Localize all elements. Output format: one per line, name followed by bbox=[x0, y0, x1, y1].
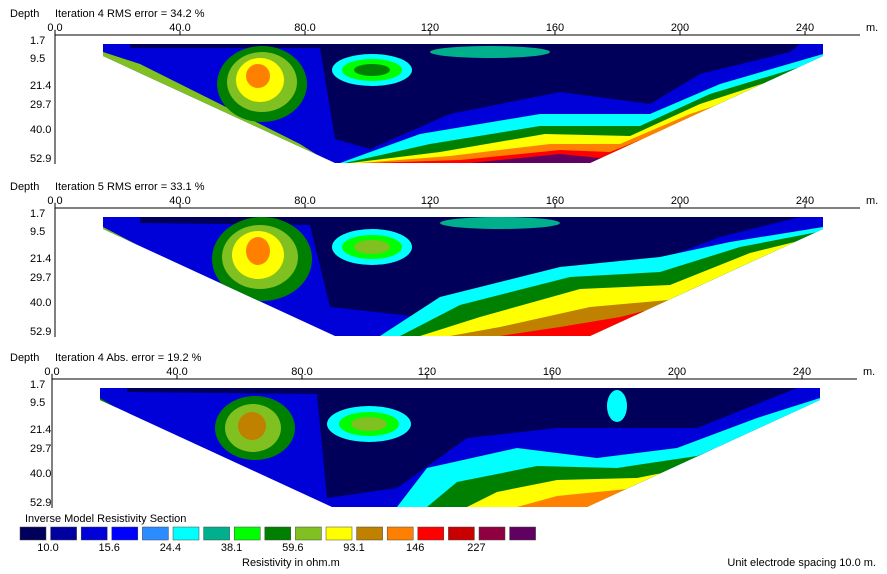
x-tick-label: 0.0 bbox=[47, 22, 62, 34]
legend-label: 227 bbox=[467, 542, 485, 554]
x-unit: m. bbox=[866, 22, 878, 34]
legend-swatch bbox=[478, 526, 506, 541]
contour-region bbox=[430, 46, 550, 58]
x-tick-label: 40.0 bbox=[169, 22, 190, 34]
x-tick-label: 240 bbox=[793, 366, 811, 378]
legend-label: 15.6 bbox=[98, 542, 119, 554]
legend-swatch bbox=[203, 526, 230, 541]
depth-tick-label: 21.4 bbox=[30, 424, 51, 436]
legend-swatch bbox=[172, 526, 200, 541]
x-unit: m. bbox=[866, 195, 878, 207]
legend-swatch bbox=[233, 526, 261, 541]
x-tick-label: 200 bbox=[671, 195, 689, 207]
x-tick-label: 80.0 bbox=[294, 22, 315, 34]
contour-region bbox=[140, 217, 800, 317]
panel-title: Iteration 4 Abs. error = 19.2 % bbox=[55, 352, 202, 364]
x-tick-label: 160 bbox=[546, 22, 564, 34]
legend-label: 24.4 bbox=[160, 542, 181, 554]
contour-region bbox=[354, 240, 390, 254]
legend-swatch bbox=[448, 526, 475, 541]
legend-swatch bbox=[111, 526, 139, 541]
depth-tick-label: 52.9 bbox=[30, 153, 51, 165]
depth-tick-label: 40.0 bbox=[30, 468, 51, 480]
contour-region bbox=[607, 390, 627, 422]
legend-axis-label: Resistivity in ohm.m bbox=[242, 557, 340, 569]
contour-region bbox=[440, 217, 560, 229]
legend-swatch bbox=[295, 526, 322, 541]
depth-tick-label: 52.9 bbox=[30, 326, 51, 338]
depth-tick-label: 21.4 bbox=[30, 80, 51, 92]
legend-label: 59.6 bbox=[282, 542, 303, 554]
x-tick-label: 200 bbox=[671, 22, 689, 34]
depth-label: Depth bbox=[10, 352, 39, 364]
contour-region bbox=[238, 412, 266, 440]
x-tick-label: 160 bbox=[543, 366, 561, 378]
depth-tick-label: 9.5 bbox=[30, 53, 45, 65]
x-tick-label: 160 bbox=[546, 195, 564, 207]
legend-label: 146 bbox=[406, 542, 424, 554]
legend-label: 38.1 bbox=[221, 542, 242, 554]
legend-swatch bbox=[509, 526, 536, 541]
x-tick-label: 40.0 bbox=[169, 195, 190, 207]
x-tick-label: 80.0 bbox=[291, 366, 312, 378]
x-tick-label: 120 bbox=[418, 366, 436, 378]
x-tick-label: 120 bbox=[421, 195, 439, 207]
depth-tick-label: 9.5 bbox=[30, 397, 45, 409]
depth-tick-label: 40.0 bbox=[30, 297, 51, 309]
resistivity-section bbox=[103, 44, 823, 163]
x-tick-label: 40.0 bbox=[166, 366, 187, 378]
legend-label: 93.1 bbox=[343, 542, 364, 554]
legend-label: 10.0 bbox=[37, 542, 58, 554]
depth-tick-label: 29.7 bbox=[30, 272, 51, 284]
depth-tick-label: 1.7 bbox=[30, 379, 45, 391]
legend-swatch bbox=[50, 526, 77, 541]
contour-region bbox=[351, 417, 387, 431]
legend-swatch bbox=[142, 526, 169, 541]
panel-title: Iteration 5 RMS error = 33.1 % bbox=[55, 181, 205, 193]
depth-tick-label: 29.7 bbox=[30, 99, 51, 111]
legend-title: Inverse Model Resistivity Section bbox=[25, 513, 186, 525]
legend-swatch bbox=[356, 526, 383, 541]
x-tick-label: 0.0 bbox=[47, 195, 62, 207]
resistivity-section bbox=[103, 217, 823, 336]
contour-region bbox=[246, 64, 270, 88]
x-tick-label: 240 bbox=[796, 22, 814, 34]
depth-label: Depth bbox=[10, 181, 39, 193]
legend-swatch bbox=[325, 526, 353, 541]
depth-tick-label: 9.5 bbox=[30, 226, 45, 238]
depth-tick-label: 40.0 bbox=[30, 124, 51, 136]
depth-tick-label: 29.7 bbox=[30, 443, 51, 455]
depth-tick-label: 21.4 bbox=[30, 253, 51, 265]
x-tick-label: 240 bbox=[796, 195, 814, 207]
contour-region bbox=[246, 237, 270, 265]
contour-region bbox=[127, 388, 797, 498]
x-tick-label: 120 bbox=[421, 22, 439, 34]
legend-swatch bbox=[386, 526, 414, 541]
depth-label: Depth bbox=[10, 8, 39, 20]
contour-region bbox=[130, 44, 800, 149]
x-tick-label: 0.0 bbox=[44, 366, 59, 378]
depth-tick-label: 1.7 bbox=[30, 208, 45, 220]
x-unit: m. bbox=[863, 366, 875, 378]
depth-tick-label: 52.9 bbox=[30, 497, 51, 509]
depth-tick-label: 1.7 bbox=[30, 35, 45, 47]
contour-region bbox=[354, 64, 390, 76]
x-tick-label: 200 bbox=[668, 366, 686, 378]
footnote: Unit electrode spacing 10.0 m. bbox=[727, 557, 876, 569]
legend-swatch bbox=[80, 526, 108, 541]
legend-swatch bbox=[417, 526, 445, 541]
panel-title: Iteration 4 RMS error = 34.2 % bbox=[55, 8, 205, 20]
resistivity-section bbox=[100, 388, 820, 507]
legend-swatch bbox=[19, 526, 47, 541]
legend-swatch bbox=[264, 526, 292, 541]
x-tick-label: 80.0 bbox=[294, 195, 315, 207]
